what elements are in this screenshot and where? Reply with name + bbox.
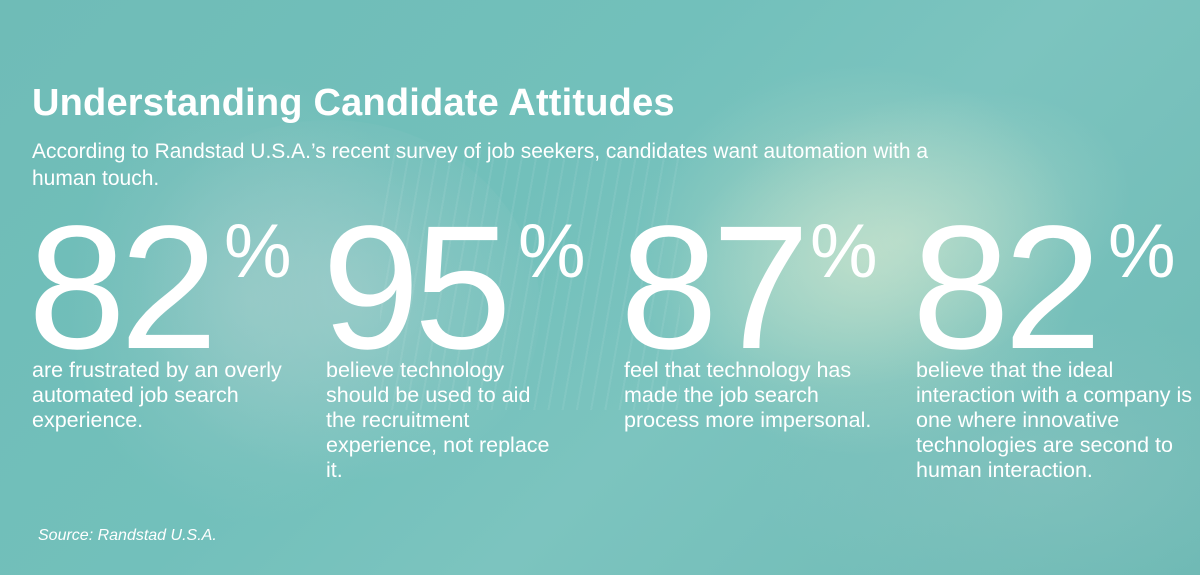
percent-symbol: % — [224, 209, 292, 294]
stat-number: 87 % — [620, 200, 878, 376]
percent-symbol: % — [810, 209, 878, 294]
percent-symbol: % — [518, 209, 586, 294]
stat-value: 87 — [620, 190, 810, 386]
page-title: Understanding Candidate Attitudes — [32, 82, 675, 124]
stat-value: 95 — [322, 190, 512, 386]
stat-description: are frustrated by an overly automated jo… — [32, 358, 282, 432]
stat-description: believe technology should be used to aid… — [326, 358, 550, 482]
stat-description: believe that the ideal interaction with … — [916, 358, 1193, 482]
stat-value: 82 — [912, 190, 1102, 386]
stat-number: 82 % — [28, 200, 292, 376]
stat-description: feel that technology has made the job se… — [624, 358, 872, 432]
percent-symbol: % — [1108, 209, 1176, 294]
stat-block: 95 % believe technology should be used t… — [322, 200, 586, 482]
page-subtitle: According to Randstad U.S.A.’s recent su… — [32, 140, 929, 190]
stat-block: 82 % are frustrated by an overly automat… — [28, 200, 292, 432]
source-note: Source: Randstad U.S.A. — [38, 527, 217, 544]
stat-number: 82 % — [912, 200, 1176, 376]
stat-number: 95 % — [322, 200, 586, 376]
stat-value: 82 — [28, 190, 218, 386]
stat-block: 82 % believe that the ideal interaction … — [912, 200, 1192, 482]
stat-block: 87 % feel that technology has made the j… — [620, 200, 878, 432]
